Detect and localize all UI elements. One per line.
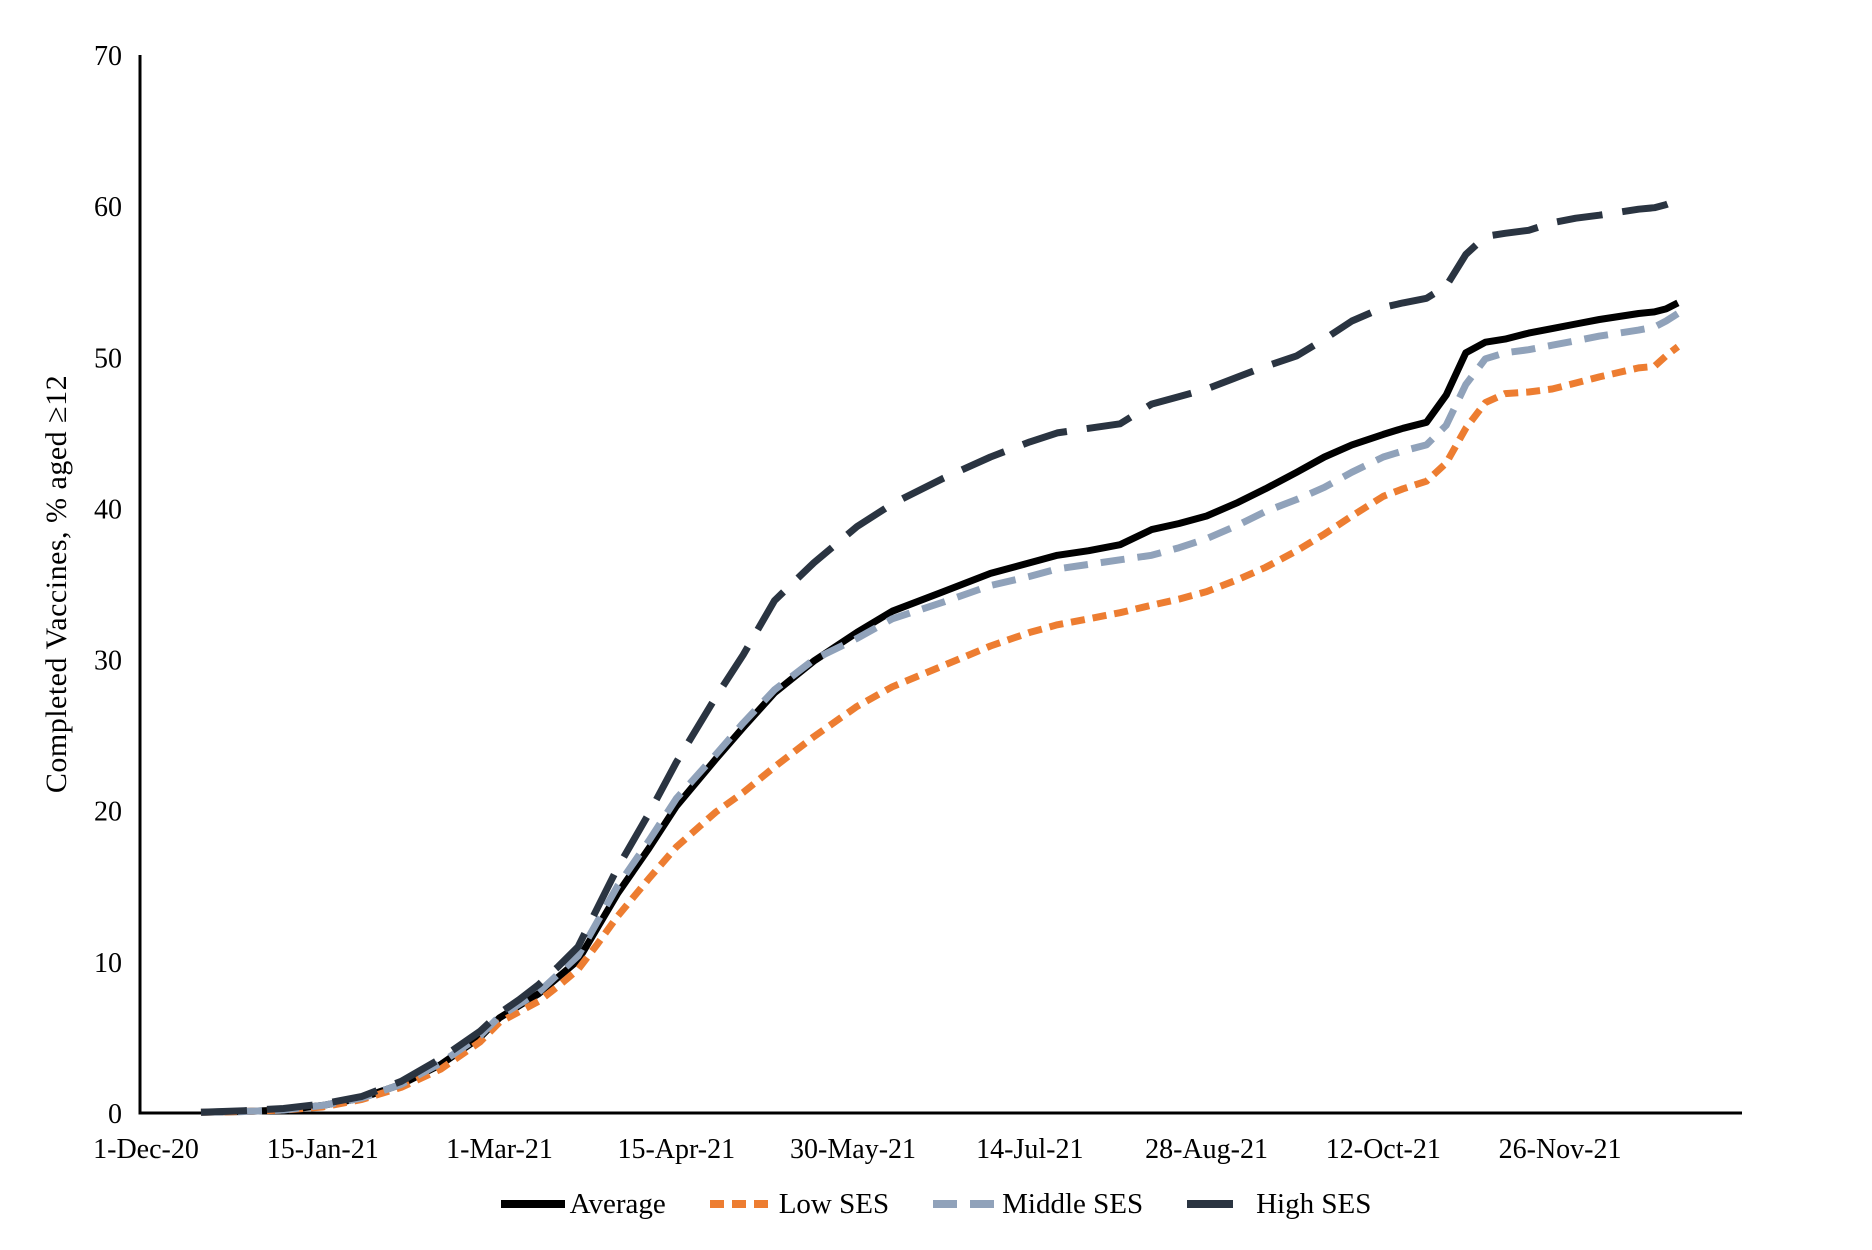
y-tick-label: 70	[94, 41, 122, 72]
legend: Average Low SES Middle SES High SES	[0, 1180, 1872, 1228]
y-tick-label: 40	[94, 494, 122, 525]
legend-swatch	[500, 1200, 565, 1208]
y-axis-title: Completed Vaccines, % aged ≥12	[40, 374, 73, 794]
series-line-average	[200, 299, 1680, 1116]
legend-item-middle-ses: Middle SES	[933, 1188, 1143, 1221]
x-tick-label: 15-Jan-21	[267, 1134, 379, 1165]
legend-label: High SES	[1256, 1187, 1372, 1220]
series-line-low-ses	[200, 343, 1681, 1116]
y-tick-label: 50	[94, 343, 122, 374]
legend-label: Middle SES	[1002, 1187, 1144, 1220]
x-tick-label: 30-May-21	[790, 1134, 916, 1165]
y-tick-label: 10	[94, 948, 122, 979]
y-tick-label: 20	[94, 797, 122, 828]
x-tick-label: 14-Jul-21	[976, 1134, 1083, 1165]
x-tick-label: 15-Apr-21	[617, 1134, 735, 1165]
series-line-high-ses	[200, 196, 1680, 1116]
legend-swatch	[709, 1200, 774, 1208]
x-tick-label: 1-Dec-20	[93, 1134, 199, 1165]
x-tick-label: 12-Oct-21	[1326, 1134, 1441, 1165]
x-tick-label: 28-Aug-21	[1145, 1134, 1268, 1165]
legend-swatch	[1187, 1200, 1252, 1208]
axis-lines	[138, 55, 1742, 1115]
y-tick-label: 30	[94, 646, 122, 677]
legend-swatch	[933, 1200, 998, 1208]
x-tick-label: 1-Mar-21	[446, 1134, 553, 1165]
legend-label: Average	[569, 1187, 666, 1220]
series-line-middle-ses	[200, 310, 1680, 1116]
legend-item-low-ses: Low SES	[709, 1187, 890, 1221]
x-tick-label: 26-Nov-21	[1499, 1134, 1622, 1165]
y-tick-label: 0	[108, 1099, 122, 1130]
y-tick-label: 60	[94, 192, 122, 223]
legend-item-high-ses: High SES	[1187, 1188, 1371, 1221]
legend-label: Low SES	[778, 1187, 890, 1220]
legend-item-average: Average	[500, 1187, 666, 1221]
